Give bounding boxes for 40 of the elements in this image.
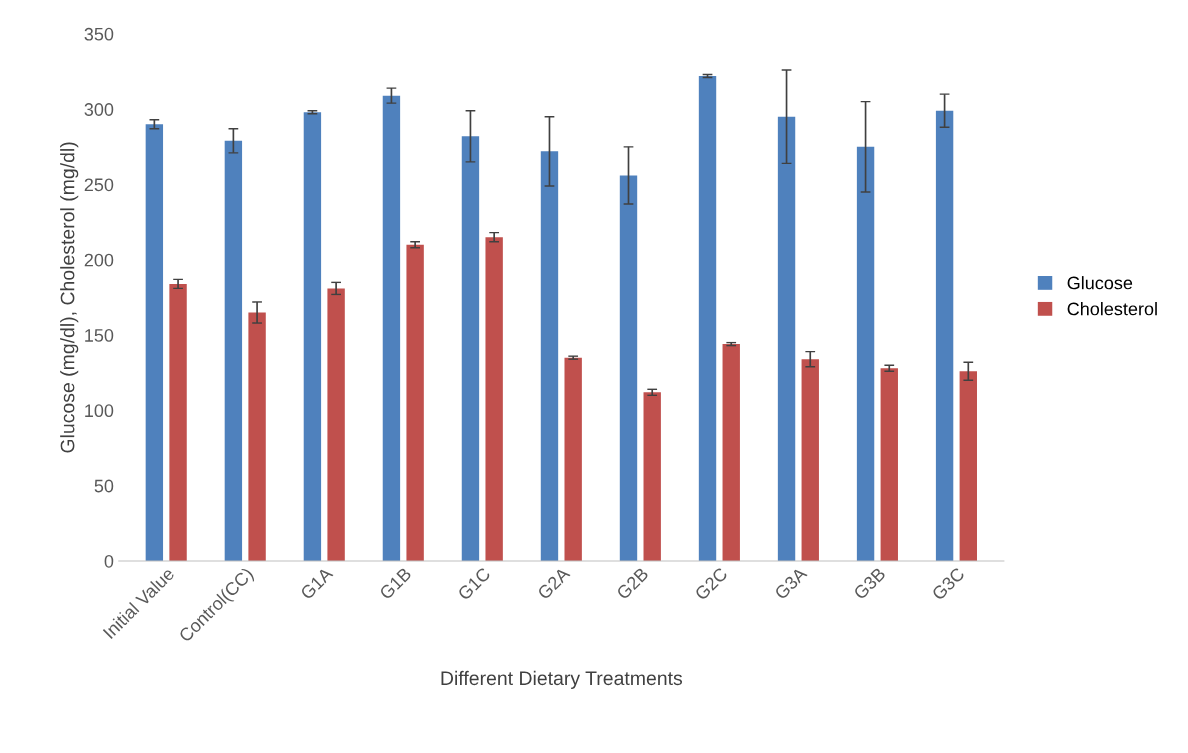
bar — [959, 371, 977, 561]
y-tick-label: 250 — [84, 178, 114, 192]
bar — [540, 151, 559, 561]
y-tick-label: 200 — [84, 253, 114, 267]
bar — [856, 146, 875, 561]
bar — [327, 288, 345, 561]
bar — [145, 124, 164, 561]
bar — [698, 76, 717, 561]
bar — [461, 136, 480, 561]
x-tick-label: G3A — [773, 566, 808, 601]
bar — [935, 110, 954, 561]
y-tick-label: 50 — [94, 479, 114, 493]
bar — [880, 368, 898, 561]
legend-label: Glucose — [1067, 276, 1133, 290]
bar — [382, 95, 401, 561]
bar — [643, 392, 661, 561]
bar — [777, 116, 796, 561]
bar — [564, 357, 582, 561]
bar — [801, 359, 819, 561]
x-tick-label: G2B — [615, 566, 650, 601]
y-axis-title: Glucose (mg/dl), Cholesterol (mg/dl) — [60, 142, 79, 453]
y-tick-label: 300 — [84, 103, 114, 116]
bar — [722, 344, 740, 561]
legend-label: Cholesterol — [1067, 302, 1157, 316]
y-tick-label: 150 — [85, 329, 114, 342]
x-tick-label: G1A — [299, 566, 334, 601]
x-tick-label: G2A — [536, 566, 571, 601]
bar — [224, 140, 243, 561]
y-tick-label: 350 — [84, 27, 114, 41]
bar — [485, 237, 503, 561]
bar — [406, 244, 424, 561]
x-axis-title: Different Dietary Treatments — [441, 670, 683, 689]
bar — [619, 175, 638, 561]
x-tick-label: G1B — [378, 566, 412, 601]
y-tick-label: 0 — [104, 554, 114, 568]
x-tick-label: G3B — [852, 566, 887, 601]
bar — [169, 283, 187, 561]
bar — [303, 112, 322, 561]
y-tick-label: 100 — [85, 404, 114, 418]
bar — [248, 312, 266, 561]
